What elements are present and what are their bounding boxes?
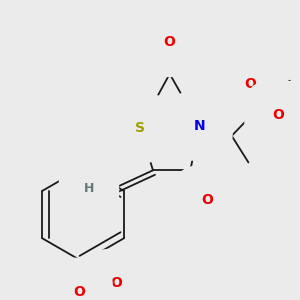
Text: S: S [135, 121, 145, 135]
Text: O: O [111, 277, 122, 290]
Text: N: N [194, 119, 205, 133]
Text: O: O [244, 77, 256, 91]
Text: O: O [164, 35, 176, 49]
Text: O: O [201, 193, 213, 207]
Text: O: O [73, 285, 85, 299]
Text: H: H [84, 182, 94, 196]
Text: O: O [272, 108, 284, 122]
